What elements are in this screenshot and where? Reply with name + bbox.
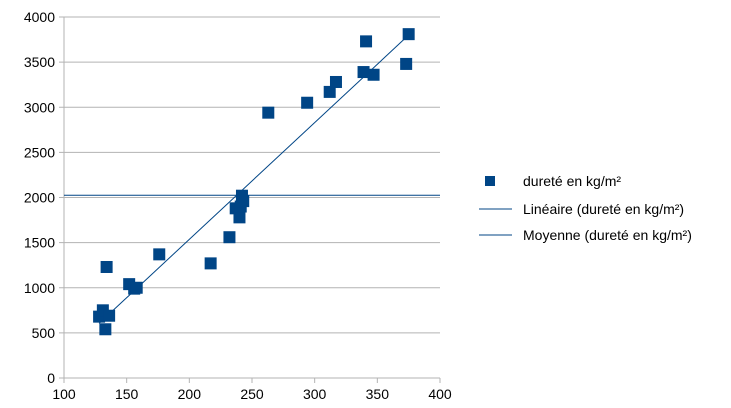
series-lines [64,34,440,324]
data-point [402,28,415,41]
legend-label-linear: Linéaire (dureté en kg/m²) [523,201,684,217]
data-point [360,35,373,48]
y-tick-label: 2000 [24,190,55,206]
x-tick-label: 300 [303,386,327,402]
x-tick-label: 200 [178,386,202,402]
y-tick-label: 2500 [24,144,55,160]
y-tick-label: 500 [32,325,56,341]
legend: dureté en kg/m² Linéaire (dureté en kg/m²… [479,173,692,243]
grid-lines [64,16,440,334]
x-tick-label: 100 [52,386,76,402]
x-tick-label: 350 [366,386,390,402]
y-axis-tick-labels: 0 500 1000 1500 2000 2500 3000 3500 4000 [24,9,55,386]
data-point [233,211,246,224]
y-tick-label: 4000 [24,9,55,25]
data-point [262,106,275,119]
data-point [153,248,166,261]
linear-trendline [98,34,410,324]
y-tick-label: 1500 [24,235,55,251]
data-point [103,309,116,322]
data-point [130,281,143,294]
data-point [100,260,113,273]
x-tick-label: 250 [240,386,264,402]
data-points [93,28,415,336]
legend-label-series: dureté en kg/m² [523,173,621,189]
y-tick-label: 3500 [24,54,55,70]
x-tick-label: 400 [428,386,452,402]
data-point [99,323,112,336]
data-point [237,195,250,208]
data-point [367,68,380,81]
x-tick-label: 150 [115,386,139,402]
axes [59,16,441,383]
data-point [400,57,413,70]
data-point [323,85,336,98]
y-tick-label: 1000 [24,280,55,296]
data-point [301,96,314,109]
data-point [223,231,236,244]
legend-marker-square [485,176,495,186]
data-point [204,257,217,270]
x-axis-tick-labels: 100 150 200 250 300 350 400 [52,386,452,402]
data-point [329,75,342,88]
data-point [357,66,370,79]
y-tick-label: 0 [47,370,55,386]
y-tick-label: 3000 [24,99,55,115]
legend-label-mean: Moyenne (dureté en kg/m²) [523,227,692,243]
